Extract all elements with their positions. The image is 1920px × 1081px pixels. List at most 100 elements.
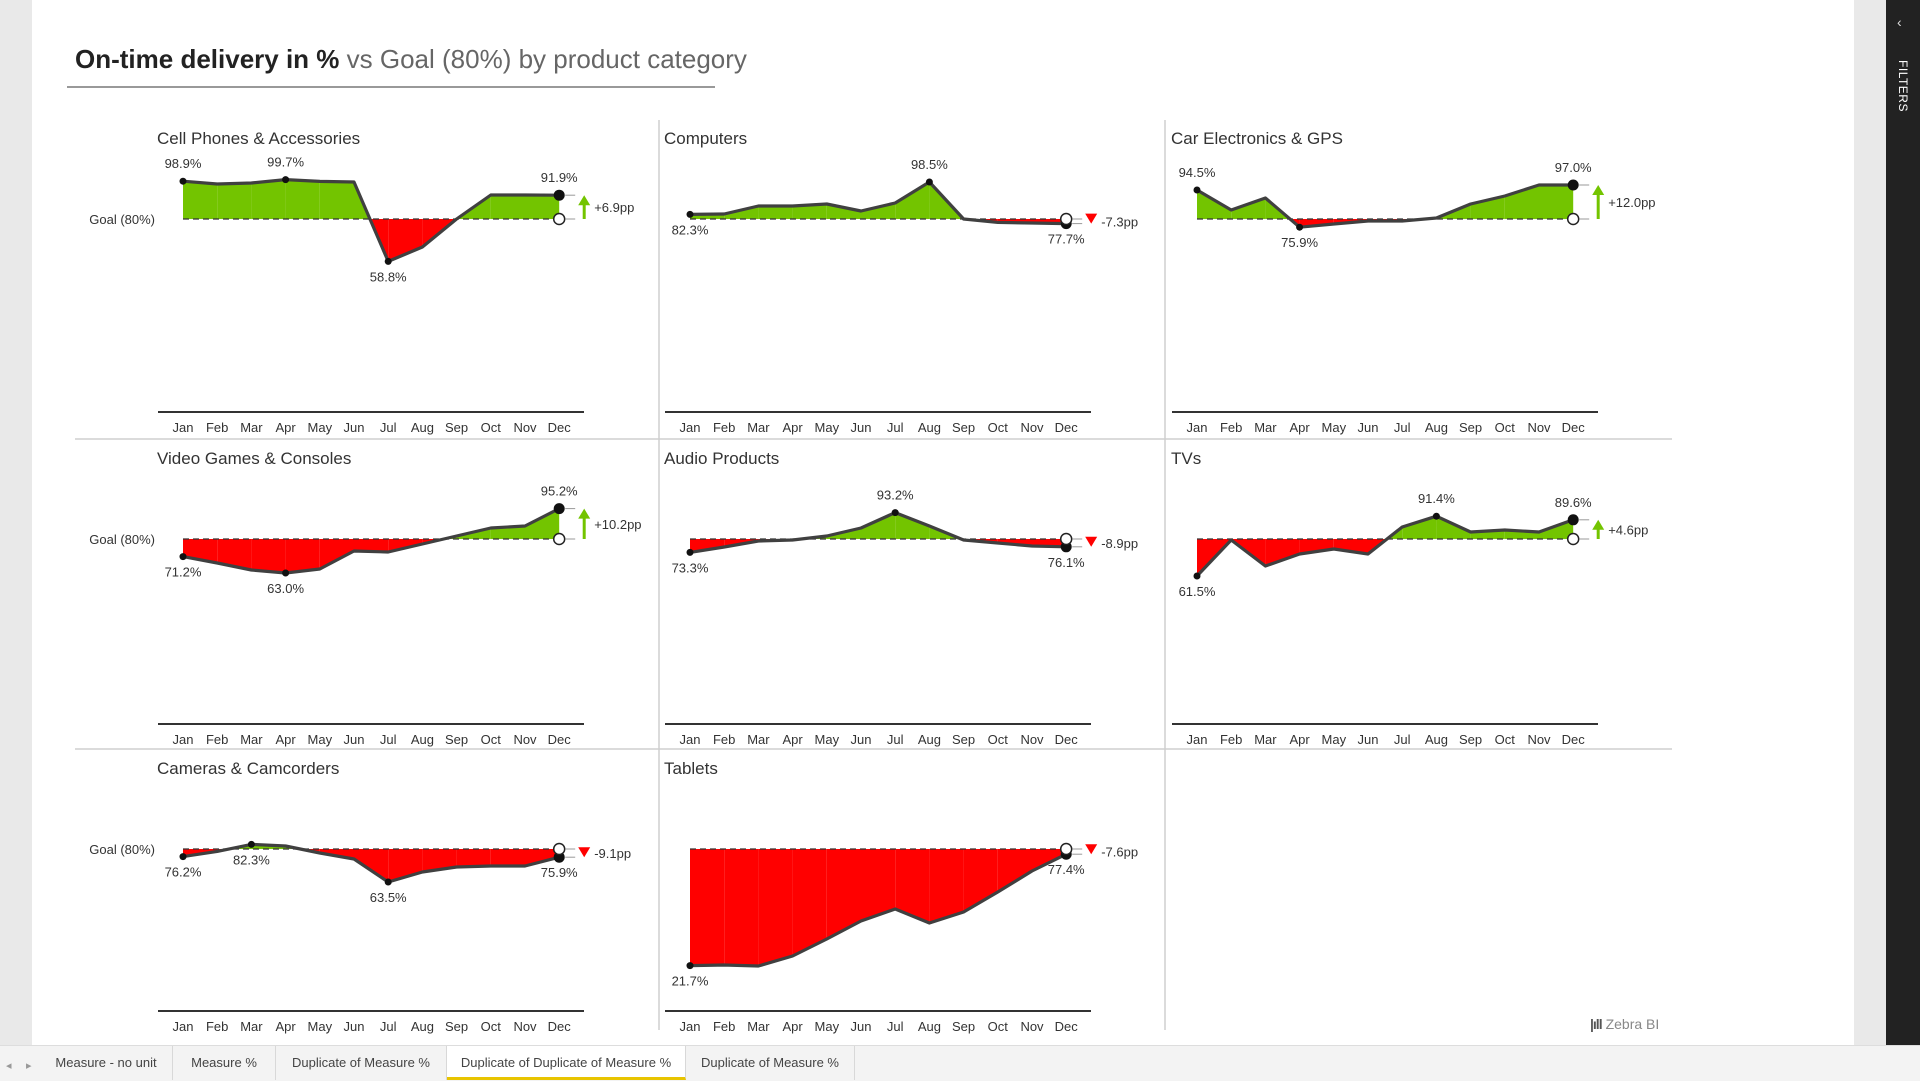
- x-tick-label: Mar: [1254, 420, 1277, 435]
- small-multiples-chart: Cell Phones & Accessories Goal (80%) 98.9%…: [75, 120, 1672, 1034]
- x-tick-label: May: [308, 420, 333, 435]
- x-tick-label: Dec: [1562, 732, 1586, 747]
- x-tick-label: Jan: [1187, 732, 1208, 747]
- data-label: 77.7%: [1048, 232, 1085, 247]
- positive-variance-area: [183, 181, 218, 219]
- x-tick-label: Jul: [380, 732, 397, 747]
- tab-prev-icon[interactable]: ◂: [6, 1060, 12, 1072]
- data-label: 73.3%: [672, 560, 709, 575]
- x-tick-label: Aug: [1425, 732, 1448, 747]
- page-tab[interactable]: Measure %: [173, 1046, 276, 1080]
- chevron-left-icon[interactable]: ‹: [1897, 14, 1902, 30]
- positive-variance-area: [285, 179, 320, 219]
- x-tick-label: Jun: [1358, 732, 1379, 747]
- x-tick-label: Nov: [1020, 732, 1044, 747]
- filters-pane[interactable]: [1886, 0, 1920, 1045]
- x-tick-label: Aug: [918, 732, 941, 747]
- data-point: [686, 210, 694, 218]
- positive-variance-area: [1402, 516, 1437, 539]
- positive-variance-area: [758, 206, 793, 219]
- x-tick-label: Feb: [206, 1019, 228, 1034]
- x-tick-label: Mar: [240, 732, 263, 747]
- x-tick-label: Jul: [380, 420, 397, 435]
- actual-line: [689, 180, 1067, 226]
- x-tick-label: Apr: [1289, 732, 1310, 747]
- x-tick-label: Nov: [513, 420, 537, 435]
- data-point: [1193, 572, 1201, 580]
- x-tick-label: Sep: [952, 420, 975, 435]
- x-tick-label: Nov: [513, 732, 537, 747]
- x-tick-label: Dec: [548, 732, 572, 747]
- x-tick-label: Oct: [988, 1019, 1009, 1034]
- chart-panel: Tablets 21.7% 77.4% -7.6pp Jan Feb Mar Apr May Ju…: [664, 759, 1138, 1034]
- positive-variance-area: [861, 203, 896, 219]
- x-tick-label: Apr: [275, 420, 296, 435]
- negative-variance-area: [354, 849, 389, 882]
- arrow-down-icon: [1085, 213, 1098, 224]
- x-tick-label: Jan: [680, 420, 701, 435]
- filters-label[interactable]: FILTERS: [1896, 60, 1910, 112]
- negative-variance-area: [724, 849, 759, 966]
- arrow-up-icon: [1592, 185, 1605, 195]
- variance-label: -9.1pp: [594, 846, 631, 861]
- actual-line: [182, 842, 560, 884]
- data-label: 82.3%: [672, 222, 709, 237]
- data-label: 97.0%: [1555, 160, 1592, 175]
- x-tick-label: Aug: [411, 732, 434, 747]
- x-tick-label: Jun: [344, 1019, 365, 1034]
- positive-variance-area: [895, 182, 930, 219]
- goal-point: [552, 212, 566, 226]
- watermark-text: Zebra BI: [1605, 1016, 1660, 1032]
- data-label: 63.0%: [267, 581, 304, 596]
- data-point: [1432, 512, 1440, 520]
- positive-variance-area: [895, 512, 930, 539]
- data-label: 63.5%: [370, 890, 407, 905]
- goal-point: [552, 532, 566, 546]
- x-tick-label: Aug: [411, 420, 434, 435]
- data-point: [891, 509, 899, 517]
- tab-next-icon[interactable]: ▸: [26, 1060, 32, 1072]
- report-title: On-time delivery in % vs Goal (80%) by p…: [75, 44, 747, 75]
- data-label: 75.9%: [1281, 235, 1318, 250]
- positive-variance-area: [1470, 196, 1505, 219]
- x-tick-label: Nov: [513, 1019, 537, 1034]
- variance-label: -7.6pp: [1101, 845, 1138, 860]
- x-tick-label: Jul: [887, 1019, 904, 1034]
- arrow-down-icon: [1085, 844, 1098, 855]
- positive-variance-area: [251, 179, 286, 219]
- data-point: [179, 853, 187, 861]
- zebra-bi-logo[interactable]: |ıll Zebra BI: [1590, 1016, 1659, 1032]
- chart-title: Cameras & Camcorders: [157, 759, 339, 778]
- actual-line: [182, 178, 560, 263]
- chart-title: Car Electronics & GPS: [1171, 129, 1343, 148]
- x-tick-label: May: [815, 1019, 840, 1034]
- goal-label: Goal (80%): [89, 212, 155, 227]
- negative-variance-area: [251, 539, 286, 573]
- x-tick-label: Nov: [1020, 1019, 1044, 1034]
- x-tick-label: Jun: [851, 420, 872, 435]
- page-tab[interactable]: Duplicate of Measure %: [686, 1046, 855, 1080]
- actual-line: [182, 507, 560, 575]
- actual-line: [1196, 183, 1574, 229]
- negative-variance-area: [285, 539, 320, 573]
- page-tab[interactable]: Duplicate of Measure %: [276, 1046, 447, 1080]
- x-tick-label: Apr: [782, 420, 803, 435]
- actual-line: [1195, 514, 1574, 578]
- page-tab-active[interactable]: Duplicate of Duplicate of Measure %: [447, 1046, 686, 1080]
- variance-label: -7.3pp: [1101, 214, 1138, 229]
- zebra-bi-icon: |ıll: [1590, 1016, 1603, 1032]
- chart-panel: TVs 61.5% 91.4% 89.6% +4.6pp Jan Feb Mar Apr May J…: [1171, 449, 1648, 747]
- positive-variance-area: [525, 195, 560, 219]
- arrow-up-icon: [1592, 519, 1605, 530]
- x-tick-label: Apr: [782, 732, 803, 747]
- variance-label: +12.0pp: [1608, 195, 1655, 210]
- data-label: 71.2%: [165, 565, 202, 580]
- x-tick-label: Oct: [1495, 732, 1516, 747]
- x-tick-label: Dec: [1562, 420, 1586, 435]
- chart-title: TVs: [1171, 449, 1201, 468]
- positive-variance-area: [217, 183, 252, 219]
- page-tab[interactable]: Measure - no unit: [40, 1046, 173, 1080]
- title-main: On-time delivery in %: [75, 44, 340, 74]
- data-point: [384, 878, 392, 886]
- x-tick-label: Jun: [1358, 420, 1379, 435]
